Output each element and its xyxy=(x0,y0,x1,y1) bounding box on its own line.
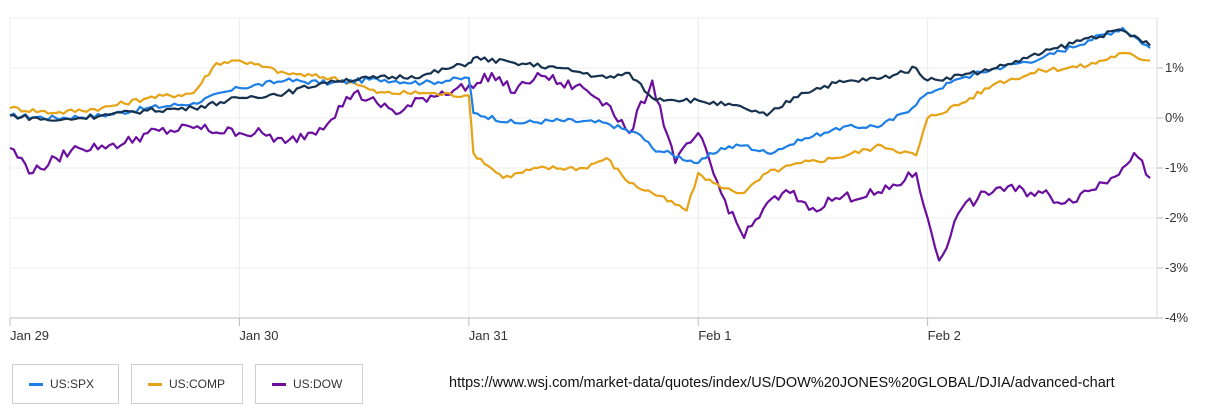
series-line-composite xyxy=(9,28,1151,122)
series-line-us-dow xyxy=(9,71,1151,262)
legend-label: US:COMP xyxy=(169,377,226,391)
x-tick-label: Feb 1 xyxy=(698,328,731,343)
legend-label: US:SPX xyxy=(50,377,95,391)
legend-item-comp[interactable]: US:COMP xyxy=(131,364,243,404)
y-tick-label: 0% xyxy=(1165,110,1184,125)
legend-swatch-icon xyxy=(148,382,162,386)
legend: US:SPX US:COMP US:DOW xyxy=(12,364,363,404)
x-tick-label: Feb 2 xyxy=(928,328,961,343)
y-tick-label: -1% xyxy=(1165,160,1189,175)
x-tick-label: Jan 31 xyxy=(469,328,508,343)
x-axis: Jan 29 Jan 30 Jan 31 Feb 1 Feb 2 xyxy=(9,317,1157,343)
line-chart: Jan 29 Jan 30 Jan 31 Feb 1 Feb 2 1% 0% -1% -2% -… xyxy=(9,17,1189,343)
legend-item-dow[interactable]: US:DOW xyxy=(255,364,363,404)
legend-label: US:DOW xyxy=(293,377,343,391)
y-tick-label: 1% xyxy=(1165,60,1184,75)
y-tick-label: -3% xyxy=(1165,260,1189,275)
series-layer xyxy=(9,26,1151,262)
series-line-us-comp xyxy=(9,51,1151,212)
legend-item-spx[interactable]: US:SPX xyxy=(12,364,119,404)
x-tick-label: Jan 30 xyxy=(239,328,278,343)
source-url: https://www.wsj.com/market-data/quotes/i… xyxy=(449,375,1115,391)
y-tick-label: -2% xyxy=(1165,210,1189,225)
y-tick-label: -4% xyxy=(1165,310,1189,325)
series-line-us-spx xyxy=(9,26,1151,165)
x-tick-label: Jan 29 xyxy=(10,328,49,343)
legend-swatch-icon xyxy=(272,382,286,386)
y-axis: 1% 0% -1% -2% -3% -4% xyxy=(1156,18,1189,325)
legend-swatch-icon xyxy=(29,382,43,386)
